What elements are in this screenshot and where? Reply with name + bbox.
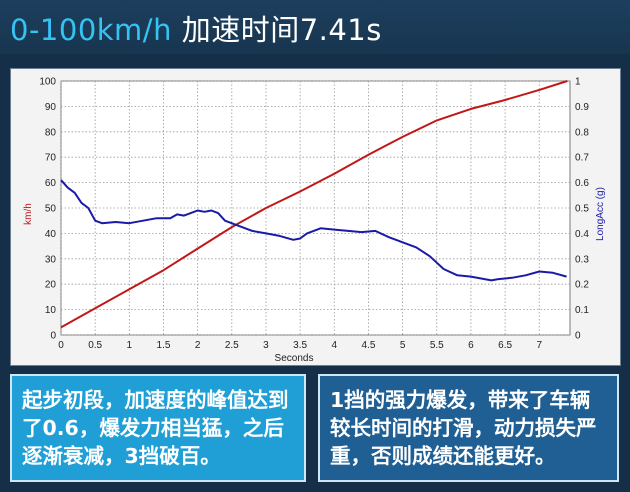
page-title: 0-100km/h 加速时间7.41s: [10, 7, 382, 49]
x-tick-label: 1.5: [157, 340, 171, 351]
acceleration-chart: 0 0.5 1 1.5 2 2.5 3 3.5 4 4.5 5 5.5 6 6.5 701020304050…: [23, 77, 606, 365]
right-tick-label: 0.7: [575, 153, 589, 164]
left-axis-label: km/h: [23, 203, 34, 225]
x-tick-label: 3: [263, 340, 269, 351]
x-tick-label: 4.5: [361, 340, 375, 351]
right-tick-label: 0.9: [575, 102, 589, 113]
x-tick-label: 4: [332, 340, 338, 351]
left-tick-label: 10: [45, 305, 57, 316]
x-tick-label: 0.5: [88, 340, 102, 351]
x-tick-label: 5.5: [430, 340, 444, 351]
left-tick-label: 50: [45, 204, 57, 215]
right-tick-label: 0.2: [575, 280, 589, 291]
left-tick-label: 70: [45, 153, 57, 164]
x-tick-label: 3.5: [293, 340, 307, 351]
right-tick-label: 0.6: [575, 178, 589, 189]
right-tick-label: 0.1: [575, 305, 589, 316]
right-tick-label: 0.3: [575, 254, 589, 265]
left-tick-label: 60: [45, 178, 57, 189]
right-tick-label: 1: [575, 77, 581, 88]
title-rest: 加速时间7.41s: [181, 13, 382, 47]
chart-panel: 0 0.5 1 1.5 2 2.5 3 3.5 4 4.5 5 5.5 6 6.5 7 0 10 20 30 40 50…: [10, 68, 621, 366]
left-tick-label: 80: [45, 127, 57, 138]
x-tick-label: 7: [536, 340, 542, 351]
right-tick-label: 0: [575, 331, 581, 342]
note-right: 1挡的强力爆发，带来了车辆较长时间的打滑，动力损失严重，否则成绩还能更好。: [318, 374, 619, 482]
left-tick-label: 40: [45, 229, 57, 240]
x-tick-label: 0: [58, 340, 64, 351]
x-tick-label: 2: [195, 340, 201, 351]
left-tick-label: 30: [45, 254, 57, 265]
right-tick-label: 0.8: [575, 127, 589, 138]
title-accent: 0-100km/h: [10, 13, 172, 47]
x-tick-label: 1: [127, 340, 133, 351]
x-axis-label: Seconds: [275, 353, 314, 364]
plot-area: [60, 80, 571, 336]
title-bar: 0-100km/h 加速时间7.41s: [0, 0, 630, 54]
left-tick-label: 90: [45, 102, 57, 113]
left-tick-label: 0: [50, 331, 56, 342]
note-left: 起步初段，加速度的峰值达到了0.6，爆发力相当猛，之后逐渐衰减，3挡破百。: [10, 374, 306, 482]
longacc-line: [60, 179, 567, 282]
x-tick-label: 6: [468, 340, 474, 351]
left-tick-label: 100: [39, 77, 56, 88]
speed-line: [60, 80, 568, 329]
x-tick-label: 2.5: [225, 340, 239, 351]
left-tick-label: 20: [45, 280, 57, 291]
right-tick-label: 0.5: [575, 204, 589, 215]
x-tick-label: 6.5: [498, 340, 512, 351]
right-tick-label: 0.4: [575, 229, 589, 240]
right-axis-label: LongAcc (g): [595, 187, 606, 241]
x-tick-label: 5: [400, 340, 406, 351]
